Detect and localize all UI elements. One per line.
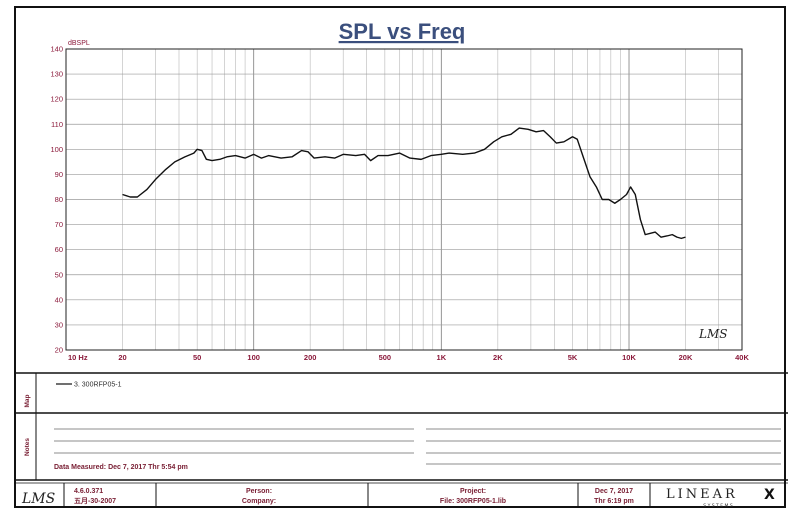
y-tick-label: 140: [50, 45, 63, 54]
grid-layer: [65, 48, 743, 351]
x-tick-label: 100: [247, 353, 260, 362]
y-tick-labels: 20 30 40 50 60 70 80 90 100 110 120 130 140: [50, 45, 63, 355]
footer-time: Thr 6:19 pm: [594, 498, 634, 505]
y-tick-label: 80: [55, 195, 63, 204]
brand-x: X: [764, 487, 775, 503]
y-axis-label: dBSPL: [68, 40, 90, 47]
legend-entry: 3. 300RFP05-1: [74, 382, 122, 389]
x-tick-label: 20: [118, 353, 126, 362]
brand-linear: LINEAR: [666, 487, 738, 502]
brand-systems: S Y S T E M S: [703, 503, 733, 509]
y-tick-label: 60: [55, 245, 63, 254]
footer-project: Project:: [460, 488, 486, 495]
footer-file: File: 300RFP05-1.lib: [440, 498, 506, 505]
x-tick-label: 40K: [735, 353, 749, 362]
footer-person: Person:: [246, 488, 272, 495]
plot-border: [65, 48, 743, 351]
x-tick-labels: 10 Hz 20 50 100 200 500 1K 2K 5K 10K 20K 40K: [68, 353, 749, 362]
x-tick-label: 1K: [437, 353, 447, 362]
y-tick-label: 130: [50, 70, 63, 79]
x-tick-label: 20K: [679, 353, 693, 362]
x-tick-label: 5K: [568, 353, 578, 362]
x-tick-label: 50: [193, 353, 201, 362]
y-tick-label: 100: [50, 145, 63, 154]
notes-lines: [54, 428, 781, 465]
series-layer: [122, 127, 686, 240]
y-tick-label: 30: [55, 320, 63, 329]
series-line: [122, 127, 686, 240]
x-tick-label: 200: [304, 353, 317, 362]
footer-company: Company:: [242, 498, 276, 505]
x-tick-label: 500: [379, 353, 392, 362]
data-measured: Data Measured: Dec 7, 2017 Thr 5:54 pm: [54, 464, 188, 471]
footer-version: 4.6.0.371: [74, 488, 103, 495]
y-tick-label: 70: [55, 220, 63, 229]
y-tick-label: 20: [55, 346, 63, 355]
x-tick-label: 2K: [493, 353, 503, 362]
map-side-label: Map: [24, 394, 31, 407]
x-tick-label: 10 Hz: [68, 353, 88, 362]
y-tick-label: 40: [55, 295, 63, 304]
y-tick-label: 110: [51, 120, 63, 129]
x-tick-label: 10K: [622, 353, 636, 362]
notes-side-label: Notes: [24, 438, 31, 456]
footer-date: Dec 7, 2017: [595, 488, 633, 495]
lms-watermark: LMS: [698, 327, 727, 341]
footer-version-date: 五月-30-2007: [74, 497, 116, 505]
y-tick-label: 50: [55, 270, 63, 279]
footer-logo: LMS: [21, 491, 55, 507]
y-tick-label: 90: [55, 170, 63, 179]
chart-frame: SPL vs Freq 20 30 40 50 60 70 80 90 100 110 120 130…: [14, 6, 788, 509]
y-tick-label: 120: [50, 95, 63, 104]
chart-title: SPL vs Freq: [339, 19, 466, 44]
